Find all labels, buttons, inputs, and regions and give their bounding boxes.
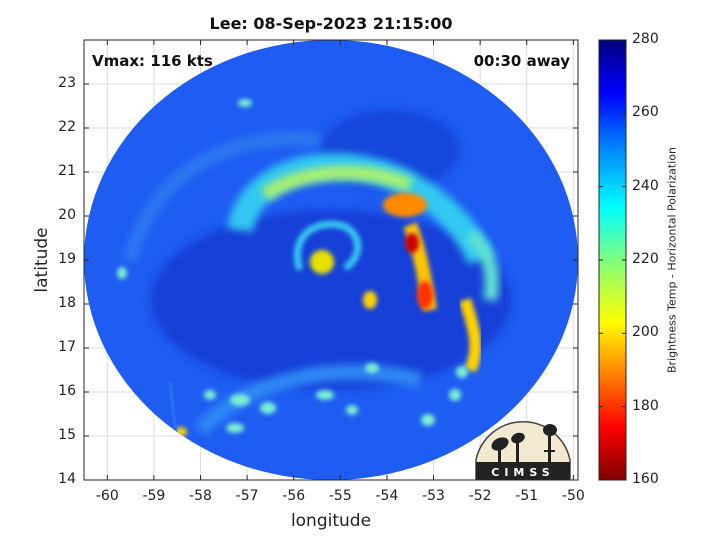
y-tick-label: 15 (58, 427, 76, 443)
colorbar (598, 39, 627, 481)
y-tick-label: 20 (58, 207, 76, 223)
logo-outline (475, 421, 571, 480)
x-tick-label: -56 (282, 488, 306, 504)
y-tick-label: 14 (58, 471, 76, 487)
cell (316, 390, 334, 400)
logo-dishes (491, 424, 557, 462)
cell (204, 390, 216, 400)
colorbar-tick-marks (599, 39, 626, 481)
x-axis-label: longitude (290, 511, 372, 531)
swath-group (84, 40, 578, 480)
colorbar-tick-label: 240 (632, 177, 659, 194)
x-tick-label: -52 (468, 488, 492, 504)
y-tick-label: 17 (58, 339, 76, 355)
cell (449, 389, 461, 401)
colorbar-tick-label: 200 (632, 324, 659, 341)
eyewall-northeast (383, 193, 427, 217)
core-band-south (417, 281, 433, 309)
x-tick-label: -60 (95, 488, 119, 504)
y-tick-label: 16 (58, 383, 76, 399)
colorbar-tick-label: 160 (632, 471, 659, 487)
cell (230, 394, 250, 406)
outer-band (194, 364, 422, 436)
cell (421, 414, 435, 426)
cell (365, 363, 379, 373)
x-tick-label: -51 (515, 488, 539, 504)
inner-spiral (293, 220, 362, 272)
chart-title: Lee: 08-Sep-2023 21:15:00 (209, 14, 453, 33)
time-offset-label: 00:30 away (473, 52, 570, 70)
core-max (405, 233, 419, 253)
x-tick-label: -55 (328, 488, 352, 504)
cell (117, 267, 127, 279)
cell (226, 423, 244, 433)
colorbar-tick-label: 260 (632, 104, 659, 121)
eyewall-north (260, 165, 413, 201)
x-tick-label: -59 (142, 488, 166, 504)
y-tick-label: 18 (58, 295, 76, 311)
tick-marks (84, 40, 578, 481)
x-tick-label: -50 (561, 488, 585, 504)
y-tick-label: 19 (58, 251, 76, 267)
cell-inner-south (363, 291, 377, 309)
logo-band (476, 462, 570, 480)
rainband-east (459, 298, 482, 373)
y-tick-label: 23 (58, 75, 76, 91)
cell (346, 405, 358, 415)
cimss-logo: CIMSS (475, 421, 571, 480)
scattered-cells (117, 99, 468, 433)
colorbar-tick-label: 220 (632, 251, 659, 267)
y-tick-label: 21 (58, 163, 76, 179)
vmax-label: Vmax: 116 kts (92, 52, 213, 70)
rainband-northeast (465, 229, 499, 302)
colorbar-tick-label: 280 (632, 31, 659, 47)
x-tick-label: -54 (375, 488, 399, 504)
swath-texture (117, 99, 511, 471)
x-tick-label: -58 (189, 488, 212, 504)
outer-band-west (123, 131, 321, 262)
cell (238, 99, 252, 107)
y-tick-label: 22 (58, 119, 76, 135)
eye-cell (310, 250, 334, 274)
x-tick-label: -53 (422, 488, 445, 504)
colorbar-tick-label: 180 (632, 397, 659, 414)
colorbar-label: Brightness Temp - Horizontal Polarizatio… (665, 147, 679, 373)
cell (456, 366, 468, 378)
x-tick-label: -57 (235, 488, 259, 504)
logo-text: CIMSS (491, 466, 554, 479)
cell (260, 402, 276, 414)
